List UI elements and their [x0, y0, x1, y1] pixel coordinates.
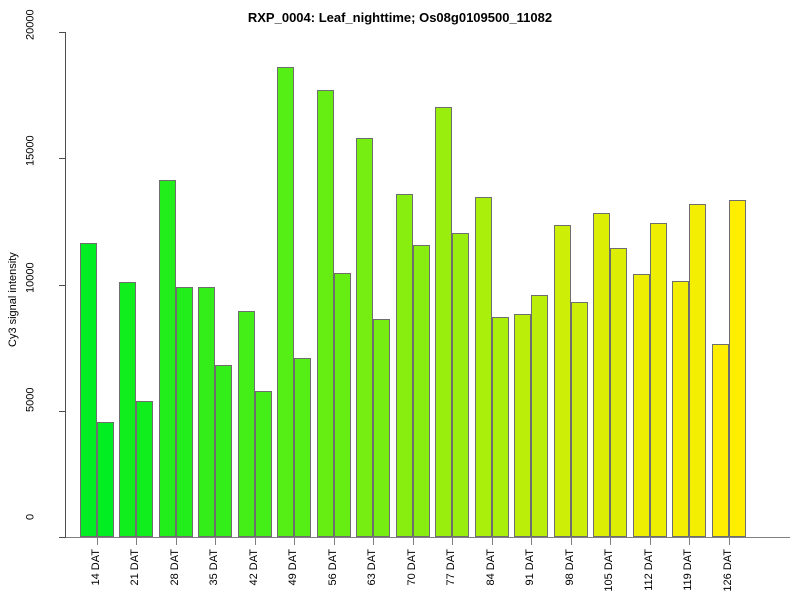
x-axis-tick [452, 538, 453, 545]
bar [334, 273, 351, 537]
y-axis-tick-label: 15000 [24, 135, 37, 166]
bar [610, 247, 627, 537]
bar [198, 287, 215, 537]
bar [136, 400, 153, 537]
bar [176, 287, 193, 537]
bar [650, 222, 667, 537]
x-axis-tick [413, 538, 414, 545]
x-axis-tick [610, 538, 611, 545]
bar [435, 106, 452, 537]
y-axis-tick [59, 158, 66, 160]
bar [119, 281, 136, 537]
x-axis-tick-label: 91 DAT [524, 549, 536, 586]
x-axis-tick [255, 538, 256, 545]
bar [571, 302, 588, 537]
bar [97, 422, 114, 537]
x-axis-tick-label: 21 DAT [129, 549, 141, 586]
x-axis-tick-label: 42 DAT [248, 549, 260, 586]
x-axis-tick-label: 70 DAT [406, 549, 418, 586]
x-axis-tick [373, 538, 374, 545]
x-axis-tick-label: 63 DAT [366, 549, 378, 586]
bar [729, 199, 746, 537]
x-axis-tick-label: 49 DAT [287, 549, 299, 586]
bar [672, 280, 689, 537]
x-axis-tick [294, 538, 295, 545]
x-axis-tick [571, 538, 572, 545]
x-axis-tick [531, 538, 532, 545]
x-axis-tick-label: 126 DAT [722, 549, 734, 592]
y-axis-tick [59, 537, 66, 538]
bar [514, 313, 531, 537]
bar [554, 225, 571, 537]
bar [215, 365, 232, 537]
x-axis-tick-label: 119 DAT [682, 549, 694, 591]
y-axis-tick [59, 32, 66, 33]
bar [689, 203, 706, 537]
bar [452, 232, 469, 537]
bar [475, 197, 492, 537]
y-axis-tick-label: 0 [24, 514, 37, 521]
x-axis-tick-label: 14 DAT [90, 549, 102, 586]
bar [317, 90, 334, 537]
y-axis-tick-label: 10000 [24, 261, 37, 293]
x-axis-tick-label: 98 DAT [564, 549, 576, 586]
x-axis-tick [729, 538, 730, 545]
y-axis-tick-label: 5000 [24, 387, 37, 413]
bar [80, 242, 97, 537]
bar [238, 311, 255, 537]
bar [255, 390, 272, 537]
bar [593, 212, 610, 537]
x-axis-tick [215, 538, 216, 545]
bar [633, 274, 650, 537]
y-axis-tick-label: 20000 [24, 9, 37, 40]
x-axis-tick-label: 84 DAT [485, 549, 497, 586]
bar [531, 294, 548, 537]
y-axis-tick [59, 410, 66, 412]
chart-title: RXP_0004: Leaf_nighttime; Os08g0109500_1… [247, 10, 553, 25]
bar [356, 138, 373, 537]
bar [159, 179, 176, 537]
x-axis-tick-label: 105 DAT [603, 549, 615, 592]
x-axis-tick [97, 538, 98, 545]
y-axis-tick [59, 284, 66, 286]
bars-layer [66, 32, 790, 537]
x-axis-tick-label: 35 DAT [208, 549, 220, 586]
x-axis-tick-label: 112 DAT [643, 549, 655, 591]
bar [373, 318, 390, 537]
x-axis-tick [650, 538, 651, 545]
x-axis-tick [334, 538, 335, 545]
bar [396, 193, 413, 537]
bar [294, 357, 311, 537]
x-axis-tick-label: 56 DAT [327, 549, 339, 586]
bar [712, 343, 729, 537]
x-axis-tick [689, 538, 690, 545]
x-axis-tick-label: 28 DAT [169, 549, 181, 586]
x-axis-tick [136, 538, 137, 545]
bar [492, 317, 509, 537]
x-axis-line [66, 537, 790, 538]
x-axis-tick-label: 77 DAT [445, 549, 457, 586]
bar [277, 67, 294, 537]
bar [413, 245, 430, 537]
x-axis-tick [492, 538, 493, 545]
x-axis-tick [176, 538, 177, 545]
